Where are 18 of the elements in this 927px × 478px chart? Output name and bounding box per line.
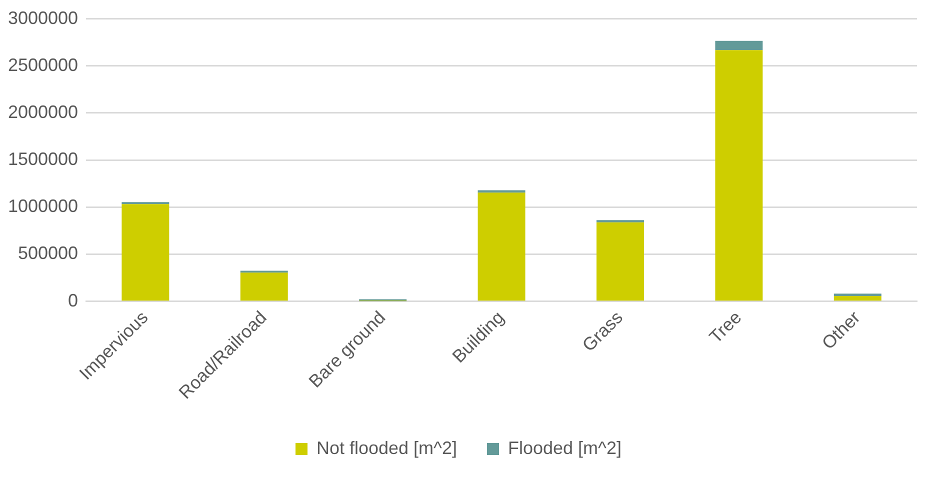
y-tick-label: 0 (68, 290, 78, 310)
bar (478, 192, 526, 301)
bar (834, 296, 882, 301)
bar (478, 190, 526, 193)
x-tick-label: Tree (705, 307, 746, 348)
bar (715, 50, 763, 301)
bar (596, 222, 644, 301)
legend-label: Flooded [m^2] (508, 438, 622, 458)
y-tick-label: 1000000 (8, 196, 78, 216)
bar (715, 40, 763, 50)
y-tick-label: 1500000 (8, 149, 78, 170)
bar (122, 204, 170, 301)
y-tick-label: 2500000 (8, 54, 78, 75)
y-tick-label: 3000000 (8, 8, 78, 28)
legend-label: Not flooded [m^2] (316, 438, 458, 458)
y-tick-label: 500000 (18, 243, 78, 264)
bar (240, 272, 288, 301)
y-tick-label: 2000000 (8, 102, 78, 122)
